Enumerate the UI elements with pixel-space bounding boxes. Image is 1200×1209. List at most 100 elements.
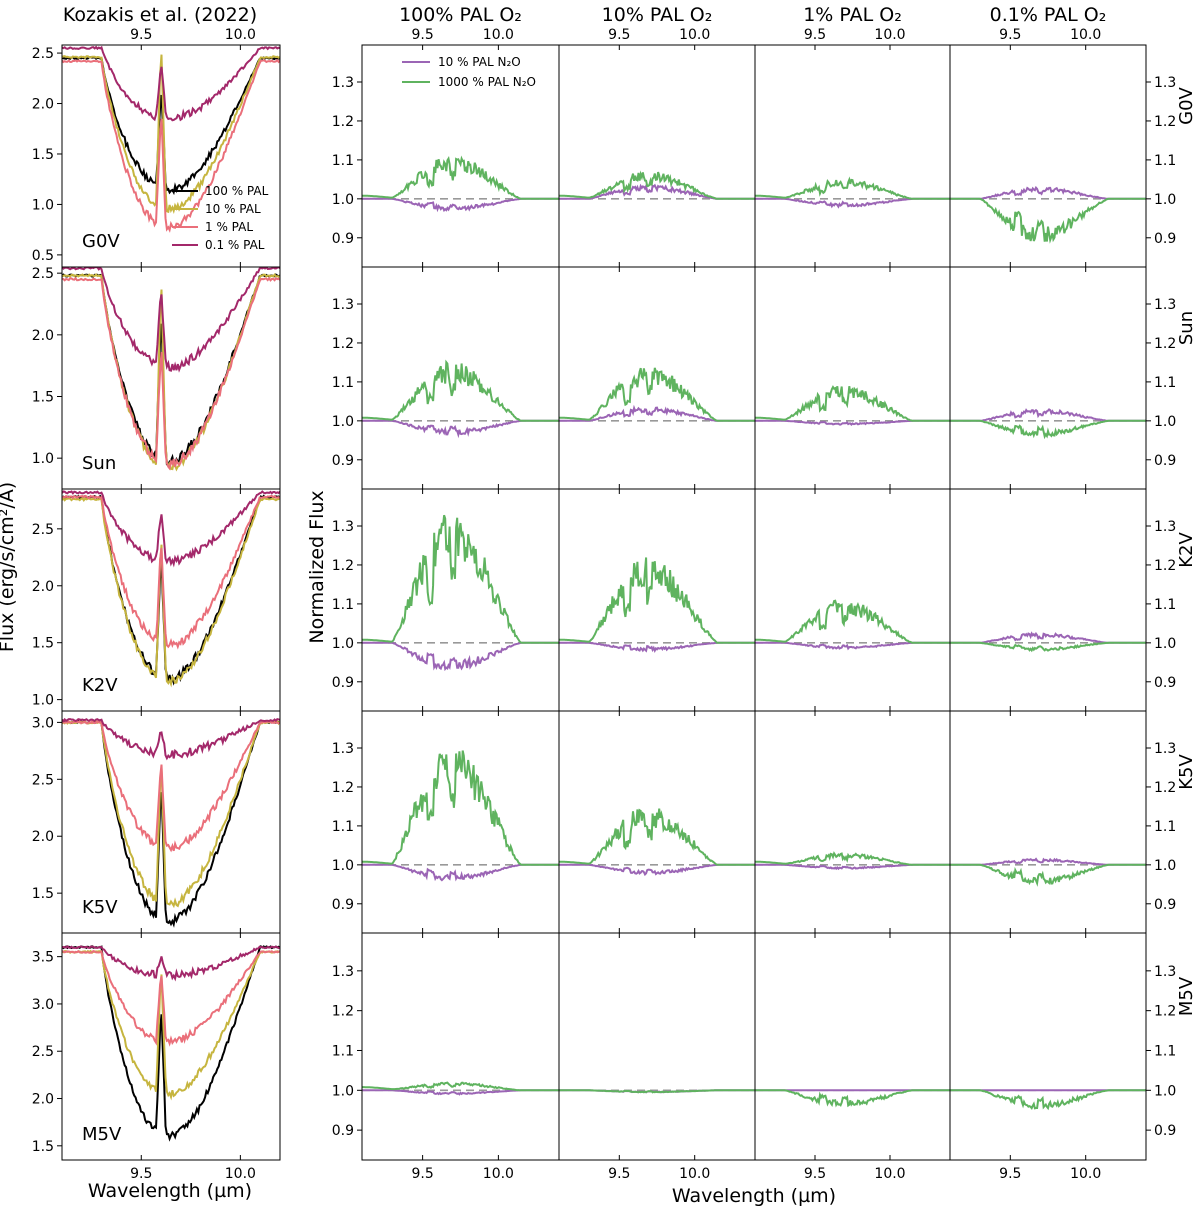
- ytick-label-right: 0.9: [1154, 231, 1176, 247]
- ytick-label-left: 1.3: [332, 964, 354, 980]
- ytick-label-left: 1.2: [332, 558, 354, 574]
- ytick-label: 3.0: [32, 715, 54, 731]
- ytick-label-right: 1.3: [1154, 75, 1176, 91]
- ytick-label-right: 1.2: [1154, 780, 1176, 796]
- ytick-label-left: 1.1: [332, 597, 354, 613]
- left-panel-sun: 1.0 1.5 2.0 2.5 Sun: [32, 266, 281, 490]
- ytick-label: 1.5: [32, 390, 54, 406]
- ytick-label-left: 1.1: [332, 1043, 354, 1059]
- ytick-label: 1.0: [32, 693, 54, 709]
- ytick-label-left: 1.0: [332, 414, 354, 430]
- ytick-label-left: 1.3: [332, 741, 354, 757]
- ytick-label-right: 1.2: [1154, 1004, 1176, 1020]
- legend-label: 10 % PAL: [205, 202, 261, 216]
- ytick-label: 2.5: [32, 46, 54, 62]
- left-legend: 100 % PAL 10 % PAL 1 % PAL 0.1 % PAL: [172, 184, 269, 252]
- ytick-label: 2.0: [32, 579, 54, 595]
- column-title: 100% PAL O₂: [399, 4, 522, 26]
- column-title: 0.1% PAL O₂: [990, 4, 1107, 26]
- xtick-label-top: 9.5: [999, 27, 1021, 43]
- ytick-label: 2.0: [32, 328, 54, 344]
- norm-line-n2o_1000: [755, 176, 950, 200]
- norm-line-n2o_1000: [559, 557, 755, 644]
- norm-line-n2o_1000: [950, 197, 1146, 244]
- norm-line-n2o_1000: [559, 367, 755, 422]
- left-ylabel: Flux (erg/s/cm²/Å): [0, 482, 18, 652]
- norm-line-n2o_1000: [950, 641, 1146, 653]
- ytick-label: 2.0: [32, 829, 54, 845]
- xtick-label-bottom: 10.0: [483, 1166, 514, 1182]
- norm-line-n2o_1000: [559, 170, 755, 200]
- flux-line-pal10: [62, 949, 280, 1101]
- ytick-label-right: 1.3: [1154, 741, 1176, 757]
- flux-line-pal01: [62, 945, 280, 982]
- ytick-label-left: 1.1: [332, 819, 354, 835]
- ytick-label-left: 1.1: [332, 153, 354, 169]
- ytick-label-left: 0.9: [332, 453, 354, 469]
- ytick-label-left: 1.0: [332, 636, 354, 652]
- panel-frame: [61, 932, 281, 1161]
- norm-line-n2o_1000: [950, 419, 1146, 440]
- norm-row-label: G0V: [1176, 86, 1197, 124]
- ytick-label-right: 1.2: [1154, 114, 1176, 130]
- norm-row-label: K2V: [1176, 532, 1197, 568]
- right-ylabel: Normalized Flux: [306, 490, 328, 643]
- xtick-label-top: 9.5: [130, 27, 152, 43]
- xtick-label-top: 10.0: [225, 27, 256, 43]
- ytick-label-right: 1.3: [1154, 297, 1176, 313]
- norm-line-n2o_1000: [362, 750, 559, 866]
- xtick-label-top: 10.0: [1070, 27, 1101, 43]
- left-title: Kozakis et al. (2022): [63, 4, 257, 26]
- ytick-label-right: 0.9: [1154, 453, 1176, 469]
- flux-line-pal01: [62, 717, 280, 761]
- xtick-label-bottom: 9.5: [411, 1166, 433, 1182]
- norm-line-n2o_1000: [950, 863, 1146, 887]
- ytick-label: 3.0: [32, 997, 54, 1013]
- norm-row-label: Sun: [1176, 311, 1197, 345]
- ytick-label-left: 1.3: [332, 75, 354, 91]
- right-xlabel: Wavelength (µm): [672, 1185, 836, 1207]
- xtick-label-top: 10.0: [483, 27, 514, 43]
- ytick-label-right: 1.3: [1154, 519, 1176, 535]
- left-spectra-grid: 0.5 1.0 1.5 2.0 2.5 G0V 100 % PAL 10 % PAL 1 % P…: [32, 27, 281, 1182]
- norm-line-n2o_1000: [559, 1089, 755, 1094]
- norm-line-n2o_1000: [755, 851, 950, 866]
- norm-row-label: M5V: [1176, 976, 1197, 1016]
- ytick-label-left: 0.9: [332, 897, 354, 913]
- column-title: 10% PAL O₂: [602, 4, 713, 26]
- row-label: K5V: [82, 897, 118, 918]
- ytick-label-right: 1.1: [1154, 375, 1176, 391]
- norm-panel-sun-col2: [754, 266, 951, 490]
- norm-line-n2o_1000: [362, 359, 559, 422]
- xtick-label-bottom: 10.0: [225, 1166, 256, 1182]
- norm-line-n2o_1000: [755, 1089, 950, 1108]
- flux-line-pal1: [62, 719, 280, 853]
- xtick-label-top: 10.0: [679, 27, 710, 43]
- panel-frame: [949, 932, 1147, 1161]
- ytick-label-left: 1.3: [332, 297, 354, 313]
- ytick-label-left: 1.3: [332, 519, 354, 535]
- norm-line-n2o_1000: [362, 514, 559, 644]
- ytick-label: 1.5: [32, 1139, 54, 1155]
- ytick-label-right: 1.1: [1154, 819, 1176, 835]
- flux-line-pal10: [62, 54, 280, 215]
- column-title: 1% PAL O₂: [803, 4, 902, 26]
- ytick-label-left: 0.9: [332, 1123, 354, 1139]
- flux-line-pal01: [62, 490, 280, 568]
- left-panel-k2v: 1.0 1.5 2.0 2.5 K2V: [32, 488, 281, 712]
- ytick-label-right: 1.0: [1154, 414, 1176, 430]
- ytick-label-left: 1.0: [332, 858, 354, 874]
- ytick-label: 1.0: [32, 197, 54, 213]
- ytick-label-right: 0.9: [1154, 897, 1176, 913]
- ytick-label-left: 1.0: [332, 1083, 354, 1099]
- ytick-label: 1.5: [32, 886, 54, 902]
- ytick-label-left: 1.2: [332, 336, 354, 352]
- norm-line-n2o_1000: [559, 808, 755, 866]
- norm-panel-m5v-col3: [949, 932, 1147, 1161]
- ytick-label-right: 1.2: [1154, 336, 1176, 352]
- xtick-label-bottom: 10.0: [874, 1166, 905, 1182]
- right-legend: 10 % PAL N₂O 1000 % PAL N₂O: [402, 55, 536, 89]
- norm-line-n2o_1000: [362, 1081, 559, 1092]
- ytick-label: 1.0: [32, 451, 54, 467]
